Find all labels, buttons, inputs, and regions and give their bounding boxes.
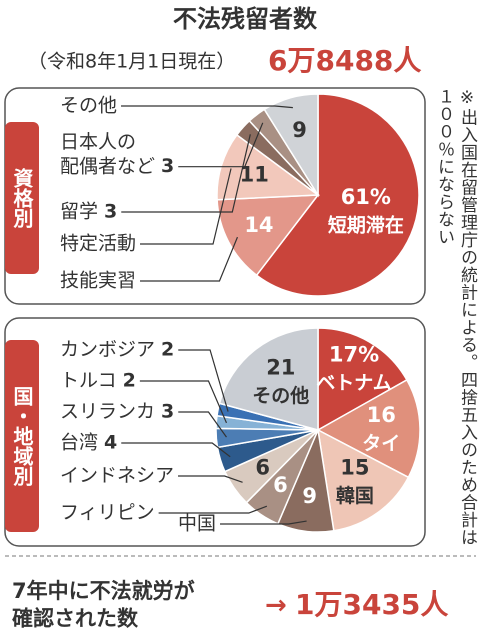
category-label: その他 [252, 384, 309, 407]
category-label: フィリピン [60, 502, 155, 524]
value-label: 9 [302, 484, 317, 508]
category-label: 韓国 [336, 484, 374, 507]
title: 不法残留者数 [173, 5, 318, 33]
value-label: 6 [255, 455, 270, 479]
leader-line [121, 105, 293, 109]
leader-line [178, 349, 229, 412]
category-label: 留学 [60, 201, 98, 223]
value-label: 2 [161, 339, 174, 361]
slice [316, 378, 421, 479]
leader-line [178, 475, 243, 483]
leader-line [220, 520, 307, 525]
footer-label: 7年中に不法就労が確認された数 [12, 579, 195, 630]
leader-line [121, 442, 231, 458]
leader-line [178, 122, 264, 168]
note: ※出入国在留管理庁の統計による。四捨五入のため合計は１００％にならない [434, 88, 477, 546]
leader-line [178, 411, 227, 438]
value-label: 61% [341, 185, 391, 209]
category-label: その他 [60, 95, 117, 117]
value-label: 15 [340, 455, 369, 479]
slice [216, 133, 321, 201]
leader-line [140, 236, 239, 282]
slice [317, 428, 410, 532]
category-label: 台湾 [60, 432, 98, 454]
slice [216, 194, 320, 277]
arrow: → [265, 591, 287, 621]
value-label: 2 [123, 370, 136, 392]
category-label: 中国 [178, 513, 216, 535]
value-label: 3 [104, 201, 117, 223]
leader-line [139, 380, 228, 424]
category-label: 短期滞在 [328, 214, 404, 237]
value-label: 14 [244, 213, 273, 237]
category-label: インドネシア [60, 465, 174, 487]
category-label: トルコ [60, 370, 117, 392]
value-label: 21 [266, 355, 295, 379]
tab [5, 122, 39, 274]
category-label: 技能実習 [60, 270, 136, 292]
footer-value: 1万3435人 [295, 588, 448, 621]
category-label: カンボジア [60, 339, 155, 361]
leader-line [121, 134, 251, 213]
slice [317, 327, 408, 432]
category-label: 日本人の配偶者など [60, 131, 155, 178]
category-label: 特定活動 [60, 233, 136, 255]
category-label: ベトナム [316, 372, 391, 394]
tab [5, 340, 39, 532]
value-label: 4 [104, 432, 117, 454]
slice [255, 93, 420, 297]
chart-title: 国・地域別 [10, 386, 34, 487]
value-label: 17% [329, 342, 379, 366]
value-label: 3 [161, 155, 174, 177]
subtitle: （令和8年1月1日現在） [28, 51, 235, 73]
leader-line [140, 168, 232, 245]
category-label: タイ [362, 433, 400, 455]
leader-line [158, 505, 268, 514]
value-label: 6 [273, 473, 288, 497]
value-label: 16 [367, 403, 396, 427]
category-label: スリランカ [60, 401, 155, 423]
slice [263, 93, 319, 198]
value-label: 3 [161, 401, 174, 423]
value-label: 9 [292, 118, 307, 142]
total: 6万8488人 [268, 44, 421, 77]
chart-title: 資格別 [10, 167, 34, 229]
